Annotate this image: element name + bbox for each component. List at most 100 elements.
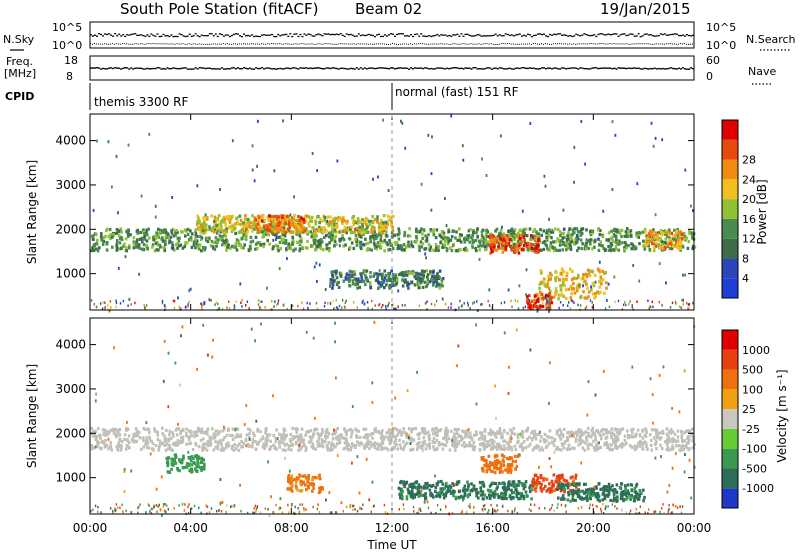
data-cell bbox=[432, 445, 435, 449]
data-cell bbox=[536, 297, 540, 301]
data-cell bbox=[236, 427, 240, 431]
data-cell bbox=[537, 444, 540, 448]
data-cell bbox=[566, 436, 569, 440]
freq-point bbox=[611, 68, 614, 70]
data-cell bbox=[661, 304, 663, 307]
data-cell bbox=[228, 300, 230, 303]
data-cell bbox=[365, 227, 368, 231]
data-cell bbox=[478, 442, 482, 446]
nsearch-point bbox=[615, 43, 617, 45]
data-cell bbox=[261, 235, 264, 239]
data-cell bbox=[572, 276, 576, 280]
freq-point bbox=[685, 68, 688, 70]
data-cell bbox=[338, 440, 342, 445]
data-cell bbox=[458, 233, 462, 237]
freq-point bbox=[440, 67, 443, 69]
data-cell bbox=[115, 301, 118, 305]
data-cell bbox=[279, 247, 282, 251]
data-cell bbox=[482, 442, 486, 446]
data-cell bbox=[660, 233, 663, 237]
data-cell bbox=[173, 299, 176, 303]
data-cell bbox=[265, 432, 269, 437]
data-cell bbox=[225, 215, 228, 219]
data-cell bbox=[316, 169, 319, 173]
data-cell bbox=[295, 225, 298, 230]
data-cell bbox=[659, 431, 663, 435]
data-cell bbox=[169, 235, 172, 239]
data-cell bbox=[350, 225, 353, 229]
data-cell bbox=[367, 220, 371, 224]
data-cell bbox=[297, 214, 300, 219]
data-cell bbox=[440, 442, 443, 446]
data-cell bbox=[498, 233, 501, 238]
data-cell bbox=[247, 427, 250, 431]
data-cell bbox=[596, 441, 599, 445]
data-cell bbox=[599, 229, 602, 233]
data-cell bbox=[391, 225, 394, 229]
data-cell bbox=[496, 234, 500, 238]
data-cell bbox=[264, 306, 266, 309]
data-cell bbox=[642, 244, 645, 248]
data-cell bbox=[226, 306, 228, 310]
data-cell bbox=[434, 236, 438, 240]
data-cell bbox=[437, 282, 440, 286]
data-cell bbox=[204, 231, 207, 235]
freq-point bbox=[649, 67, 652, 70]
data-cell bbox=[584, 244, 587, 248]
data-cell bbox=[643, 227, 647, 232]
nsearch-point bbox=[96, 43, 97, 45]
data-cell bbox=[219, 439, 222, 443]
data-cell bbox=[617, 248, 620, 252]
data-cell bbox=[540, 292, 544, 296]
nsearch-point bbox=[331, 43, 333, 45]
freq-point bbox=[343, 67, 346, 70]
data-cell bbox=[337, 215, 341, 219]
data-cell bbox=[351, 216, 354, 220]
data-cell bbox=[261, 230, 264, 234]
nsearch-point bbox=[136, 43, 138, 45]
data-cell bbox=[417, 272, 420, 276]
data-cell bbox=[164, 448, 168, 452]
nsky-point bbox=[327, 33, 330, 35]
data-cell bbox=[249, 428, 252, 432]
data-cell bbox=[95, 305, 98, 309]
data-cell bbox=[291, 223, 295, 227]
data-cell bbox=[256, 222, 260, 226]
data-cell bbox=[497, 445, 500, 449]
data-cell bbox=[502, 241, 505, 245]
data-cell bbox=[380, 306, 383, 309]
data-cell bbox=[389, 243, 393, 247]
data-cell bbox=[494, 445, 498, 449]
data-cell bbox=[471, 231, 475, 235]
data-cell bbox=[568, 301, 570, 304]
data-cell bbox=[433, 274, 436, 278]
data-cell bbox=[608, 447, 611, 451]
data-cell bbox=[359, 272, 362, 276]
data-cell bbox=[562, 227, 566, 231]
nsky-point bbox=[557, 33, 560, 35]
data-cell bbox=[251, 214, 254, 218]
data-cell bbox=[377, 225, 381, 229]
data-cell bbox=[605, 281, 608, 285]
data-cell bbox=[449, 246, 452, 250]
nsearch-point bbox=[369, 43, 371, 45]
data-cell bbox=[684, 237, 687, 241]
data-cell bbox=[135, 240, 139, 244]
nsky-point bbox=[365, 34, 368, 36]
data-cell bbox=[323, 305, 326, 308]
data-cell bbox=[671, 440, 674, 444]
data-cell bbox=[332, 300, 334, 303]
data-cell bbox=[616, 239, 619, 243]
data-cell bbox=[541, 299, 544, 302]
freq-point bbox=[235, 68, 237, 70]
data-cell bbox=[124, 255, 127, 259]
data-cell bbox=[366, 301, 369, 304]
freq-point bbox=[539, 68, 541, 70]
data-cell bbox=[193, 241, 196, 245]
data-cell bbox=[434, 303, 436, 307]
data-cell bbox=[602, 246, 606, 251]
data-cell bbox=[518, 444, 522, 448]
nsky-point bbox=[478, 34, 481, 36]
data-cell bbox=[553, 246, 557, 250]
data-cell bbox=[259, 438, 263, 442]
